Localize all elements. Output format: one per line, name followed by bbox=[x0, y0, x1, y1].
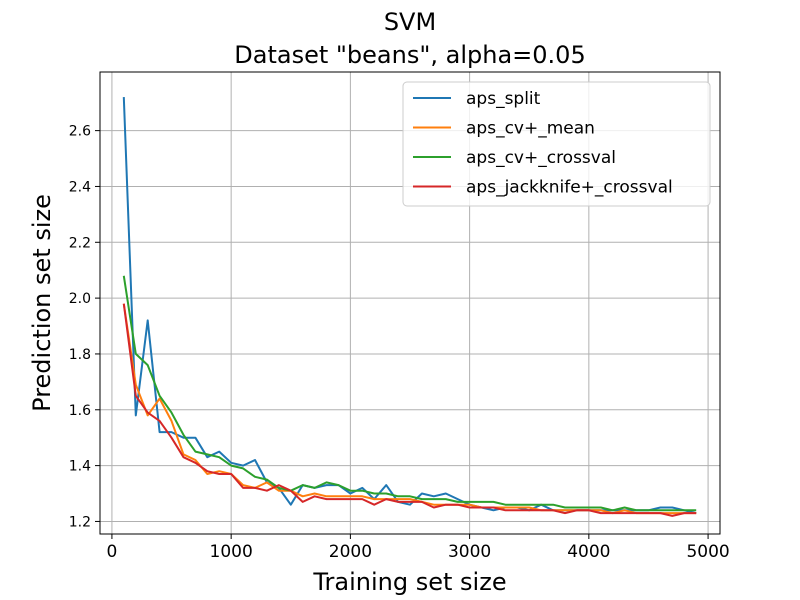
chart-subtitle: Dataset "beans", alpha=0.05 bbox=[234, 41, 585, 69]
y-tick-label: 2.0 bbox=[69, 291, 91, 307]
series-line-3 bbox=[122, 275, 697, 512]
chart-title: SVM bbox=[384, 8, 436, 36]
y-tick-label: 1.2 bbox=[69, 514, 91, 530]
plot-frame bbox=[99, 71, 721, 535]
series-line-4 bbox=[122, 303, 697, 517]
y-tick-label: 2.2 bbox=[69, 235, 91, 251]
series-line-2 bbox=[122, 303, 697, 515]
x-axis-ticks: 0 1000 2000 3000 4000 5000 bbox=[107, 534, 730, 562]
x-tick-label: 3000 bbox=[448, 542, 491, 562]
legend-label-4: aps_jackknife+_crossval bbox=[466, 178, 673, 198]
y-tick-label: 1.8 bbox=[69, 347, 91, 363]
x-tick-label: 4000 bbox=[567, 542, 610, 562]
legend: aps_split aps_cv+_mean aps_cv+_crossvalaps… bbox=[402, 81, 711, 207]
legend-label-2: aps_cv+_mean bbox=[466, 119, 595, 139]
y-tick-label: 1.4 bbox=[69, 459, 91, 475]
x-tick-label: 1000 bbox=[210, 542, 253, 562]
y-tick-label: 2.4 bbox=[69, 179, 91, 195]
y-tick-label: 1.6 bbox=[69, 403, 91, 419]
legend-label-1: aps_split bbox=[466, 89, 541, 109]
x-axis-label: Training set size bbox=[312, 568, 506, 596]
y-axis-label: Prediction set size bbox=[28, 194, 56, 412]
x-tick-label: 0 bbox=[107, 542, 118, 562]
x-tick-label: 5000 bbox=[686, 542, 729, 562]
x-tick-label: 2000 bbox=[329, 542, 372, 562]
y-tick-label: 2.6 bbox=[69, 124, 91, 140]
legend-box bbox=[402, 81, 711, 207]
legend-label-3: aps_cv+_crossval bbox=[466, 148, 616, 168]
series-lines bbox=[122, 97, 697, 517]
y-axis-ticks: 1.2 1.4 1.6 1.8 2.0 2.2 2.4 2.6 bbox=[69, 124, 100, 530]
